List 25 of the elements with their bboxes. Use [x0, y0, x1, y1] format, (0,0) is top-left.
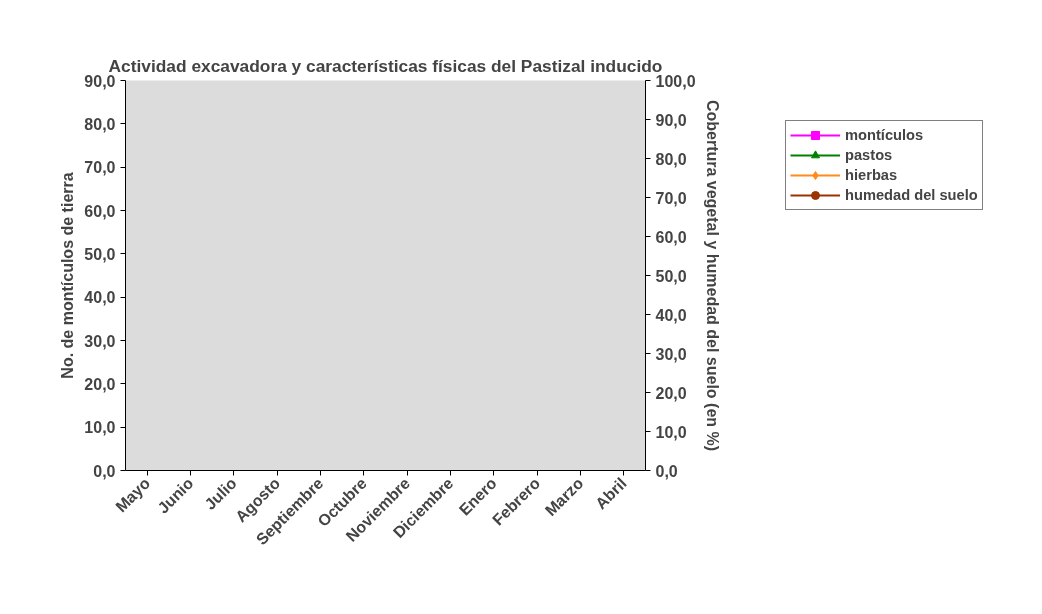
y-tick-label: 80,0: [84, 115, 116, 133]
y2-tick-label: 80,0: [655, 150, 687, 168]
y-tick-label: 40,0: [84, 289, 116, 307]
y2-tick-label: 60,0: [655, 228, 687, 246]
legend-label: montículos: [845, 127, 924, 143]
legend-label: pastos: [845, 147, 893, 163]
y2-tick-label: 0,0: [655, 462, 678, 480]
y-tick-label: 30,0: [84, 332, 116, 350]
y-tick-label: 50,0: [84, 245, 116, 263]
y2-axis-title: Cobertura vegetal y humedad del suelo (en %): [703, 99, 721, 452]
y-axis-title: No. de montículos de tierra: [59, 172, 77, 379]
legend-label: humedad del suelo: [845, 187, 978, 203]
y2-tick-label: 70,0: [655, 189, 687, 207]
y2-tick-label: 10,0: [655, 423, 687, 441]
y2-tick-label: 90,0: [655, 111, 687, 129]
y2-tick-label: 30,0: [655, 345, 687, 363]
y-tick-label: 70,0: [84, 159, 116, 177]
y-tick-label: 20,0: [84, 375, 116, 393]
y-tick-label: 10,0: [84, 419, 116, 437]
y-tick-label: 0,0: [93, 462, 116, 480]
y2-tick-label: 50,0: [655, 267, 687, 285]
y2-tick-label: 40,0: [655, 306, 687, 324]
y2-tick-label: 20,0: [655, 384, 687, 402]
legend-label: hierbas: [845, 167, 898, 183]
y-tick-label: 60,0: [84, 202, 116, 220]
